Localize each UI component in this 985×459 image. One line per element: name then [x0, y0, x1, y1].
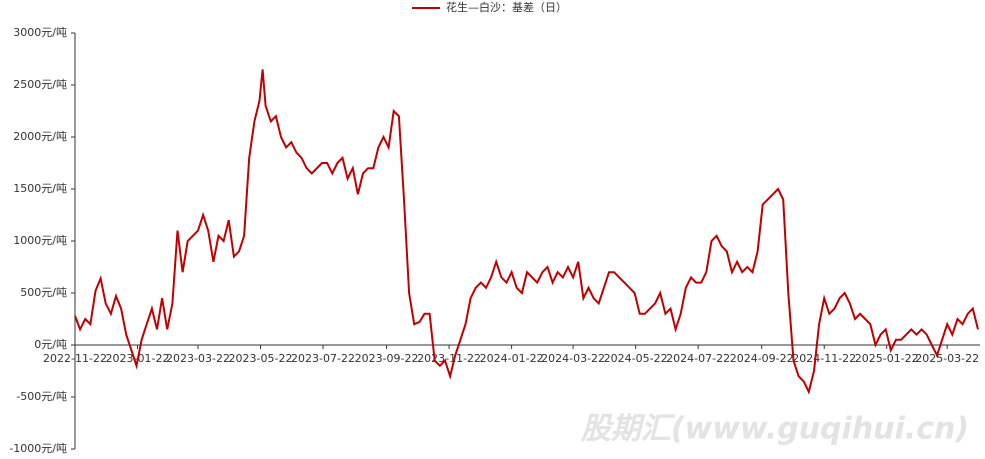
y-tick-label: 500元/吨 [20, 286, 67, 299]
x-tick-label: 2023-11-22 [417, 352, 481, 365]
watermark: 股期汇(www.guqihui.cn) [580, 412, 969, 447]
x-tick-label: 2024-03-22 [541, 352, 605, 365]
y-tick-label: 0元/吨 [34, 338, 67, 351]
x-tick-label: 2023-09-22 [355, 352, 419, 365]
x-tick-label: 2024-09-22 [730, 352, 794, 365]
y-tick-label: 3000元/吨 [13, 26, 67, 39]
y-tick-label: 1500元/吨 [13, 182, 67, 195]
x-tick-label: 2024-05-22 [604, 352, 668, 365]
x-tick-label: 2024-11-22 [792, 352, 856, 365]
y-tick-label: 2500元/吨 [13, 78, 67, 91]
x-tick-label: 2023-03-22 [166, 352, 230, 365]
x-tick-label: 2025-03-22 [915, 352, 979, 365]
line-series [74, 69, 979, 395]
y-tick-label: -500元/吨 [16, 390, 67, 403]
y-tick-label: -1000元/吨 [9, 442, 67, 455]
x-tick-label: 2024-07-22 [666, 352, 730, 365]
x-tick-label: 2023-05-22 [229, 352, 293, 365]
x-tick-label: 2025-01-22 [855, 352, 919, 365]
y-tick-label: 1000元/吨 [13, 234, 67, 247]
x-tick-label: 2024-01-22 [480, 352, 544, 365]
x-tick-label: 2022-11-22 [43, 352, 107, 365]
x-tick-label: 2023-07-22 [291, 352, 355, 365]
y-tick-label: 2000元/吨 [13, 130, 67, 143]
legend-label: 花生—白沙：基差（日） [446, 0, 567, 14]
